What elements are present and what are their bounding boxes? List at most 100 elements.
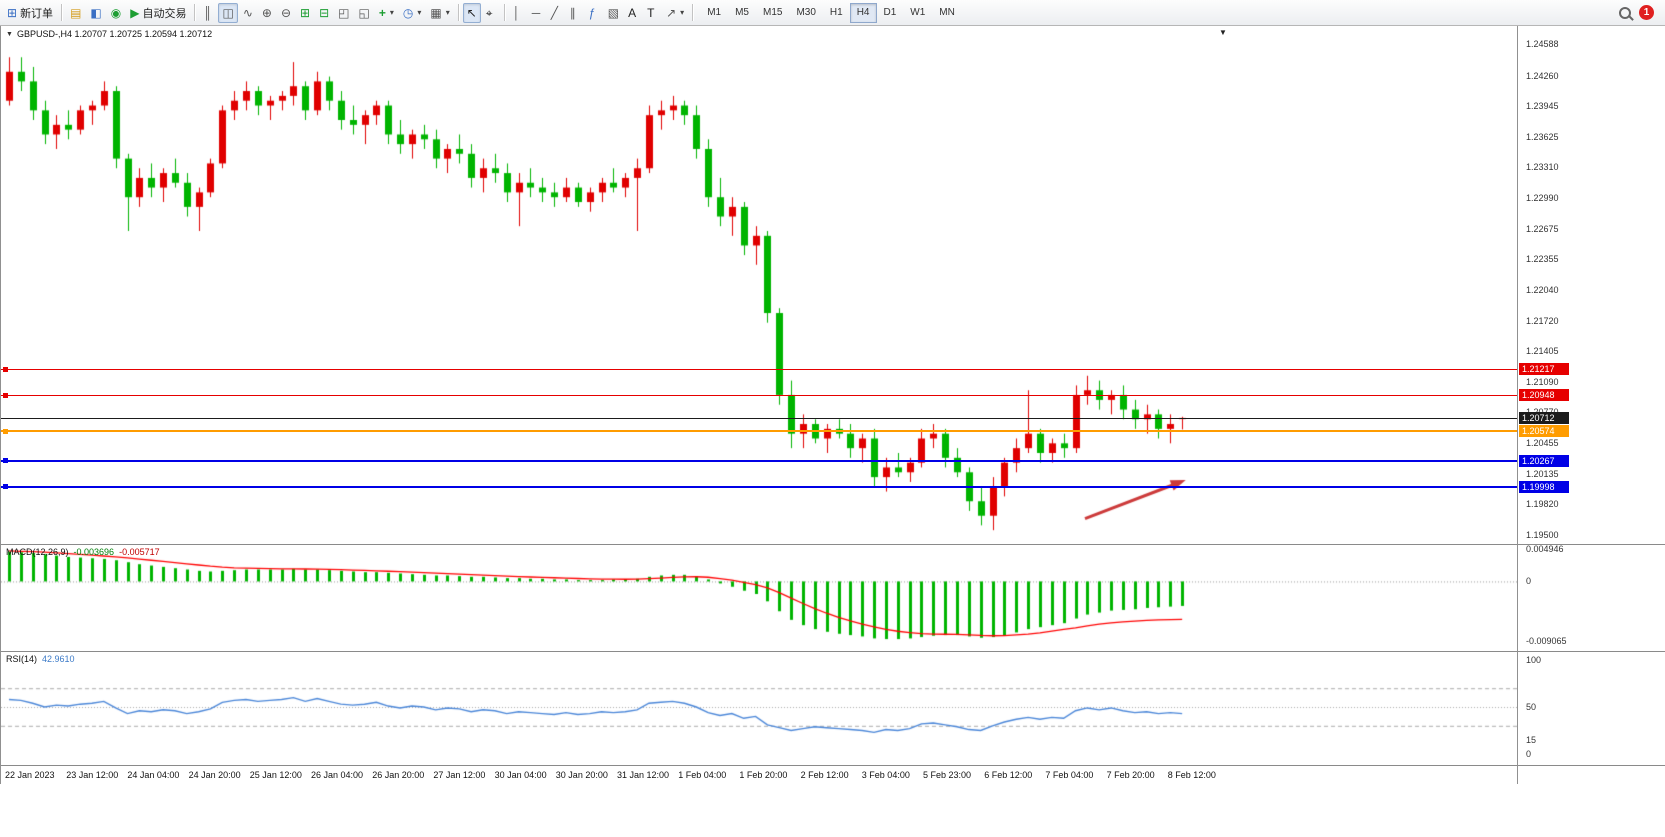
price-tag-1.20948: 1.20948 (1519, 389, 1569, 402)
rsi-axis-label: 0 (1526, 749, 1532, 759)
auto-trading-button[interactable]: ▶ 自动交易 (126, 3, 190, 23)
time-axis-label: 30 Jan 04:00 (494, 770, 547, 780)
line-handle[interactable] (3, 458, 8, 464)
search-icon[interactable] (1619, 6, 1631, 19)
timeframe-mn[interactable]: MN (932, 3, 962, 23)
timeframe-h4[interactable]: H4 (849, 2, 877, 23)
template-button[interactable]: ▦ ▾ (426, 3, 453, 23)
timeframe-m5[interactable]: M5 (728, 3, 756, 23)
rsi-panel[interactable]: RSI(14) 42.9610 (1, 652, 1517, 766)
price-axis-label: 1.20135 (1526, 468, 1559, 479)
rsi-axis-label: 100 (1526, 655, 1542, 665)
new-order-button[interactable]: ⊞ 新订单 (3, 3, 57, 23)
crosshair-tool-button[interactable]: ⌖ (482, 3, 500, 23)
line-chart-button[interactable]: ∿ (239, 3, 257, 23)
line-handle[interactable] (3, 392, 8, 398)
tile-windows-button[interactable]: ⊞ (296, 3, 314, 23)
chart-shift-marker[interactable]: ▼ (1219, 28, 1227, 37)
price-tag-1.19998: 1.19998 (1519, 480, 1569, 493)
price-axis-label: 1.23945 (1526, 101, 1559, 111)
time-axis-label: 25 Jan 12:00 (249, 770, 302, 780)
period-clock-icon: ◷ (402, 5, 414, 20)
zoom-out-button[interactable]: ⊖ (277, 3, 295, 23)
vertical-line-tool-button[interactable]: │ (509, 3, 527, 23)
time-axis-label: 23 Jan 12:00 (66, 770, 119, 780)
price-axis-label: 1.19500 (1526, 530, 1559, 541)
notification-badge[interactable]: 1 (1639, 5, 1654, 20)
period-button[interactable]: ◷ ▾ (399, 3, 426, 23)
price-chart-canvas[interactable] (1, 26, 1517, 544)
trendline-icon: ╱ (550, 5, 558, 20)
text-tool-button[interactable]: A (624, 3, 642, 23)
macd-canvas[interactable] (1, 545, 1517, 651)
zoom-in-button[interactable]: ⊕ (258, 3, 276, 23)
macd-panel[interactable]: MACD(12,26,9) -0.003696 -0.005717 (1, 545, 1517, 652)
horizontal-line-1.20574[interactable] (1, 430, 1517, 433)
toolbar-separator (503, 4, 505, 21)
data-window-button[interactable]: ◧ (86, 3, 105, 23)
shapes-icon: ▧ (607, 5, 620, 20)
label-tool-button[interactable]: T (643, 3, 661, 23)
fibonacci-tool-button[interactable]: ƒ (585, 3, 603, 23)
navigator-button[interactable]: ◉ (107, 3, 125, 23)
horizontal-line-1.20712[interactable] (1, 417, 1517, 419)
rsi-axis[interactable]: 100 50 15 0 (1518, 652, 1665, 766)
navigator-icon: ◉ (110, 5, 122, 20)
candlestick-chart-button[interactable]: ◫ (218, 2, 238, 23)
zoom-out-icon: ⊖ (280, 5, 291, 20)
timeframe-m15[interactable]: M15 (756, 3, 789, 23)
chart-workspace: ▼ GBPUSD-,H4 1.20707 1.20725 1.20594 1.2… (0, 26, 1665, 784)
axis-corner (1518, 766, 1665, 784)
line-handle[interactable] (3, 428, 8, 434)
timeframe-w1[interactable]: W1 (903, 3, 932, 23)
macd-axis[interactable]: 0.004946 0 -0.009065 (1518, 545, 1665, 652)
macd-label: MACD(12,26,9) (6, 547, 69, 557)
timeframe-m30[interactable]: M30 (789, 3, 822, 23)
price-chart-panel[interactable]: ▼ GBPUSD-,H4 1.20707 1.20725 1.20594 1.2… (1, 26, 1517, 545)
rsi-axis-label: 50 (1526, 702, 1537, 712)
timeframe-h1[interactable]: H1 (823, 3, 850, 23)
channel-icon: ∥ (569, 5, 576, 20)
market-watch-button[interactable]: ▤ (66, 3, 85, 23)
fibonacci-icon: ƒ (588, 5, 596, 20)
arrange-horizontal-icon: ◰ (338, 5, 350, 20)
bar-chart-button[interactable]: ║ (199, 3, 217, 23)
crosshair-icon: ⌖ (485, 5, 493, 20)
horizontal-line-1.19998[interactable] (1, 485, 1517, 488)
time-axis-label: 3 Feb 04:00 (861, 770, 910, 780)
one-click-trading-toggle[interactable]: ▼ (6, 30, 13, 38)
price-tag-1.21217: 1.21217 (1519, 363, 1569, 376)
arrows-tool-button[interactable]: ↗ ▾ (662, 3, 688, 23)
timeframe-m1[interactable]: M1 (700, 3, 728, 23)
chevron-down-icon: ▾ (680, 8, 685, 17)
time-axis-label: 26 Jan 04:00 (311, 770, 364, 780)
time-axis[interactable]: 22 Jan 2023 23 Jan 12:00 24 Jan 04:00 24 Ja… (1, 766, 1517, 784)
line-handle[interactable] (3, 484, 8, 490)
time-axis-label: 30 Jan 20:00 (555, 770, 608, 780)
horizontal-line-1.20948[interactable] (1, 394, 1517, 396)
toolbar-separator (457, 4, 459, 21)
horizontal-line-1.20267[interactable] (1, 459, 1517, 462)
rsi-canvas[interactable] (1, 652, 1517, 765)
channel-tool-button[interactable]: ∥ (566, 3, 584, 23)
bar-chart-icon: ║ (203, 5, 212, 20)
main-price-axis[interactable]: 1.24588 1.24260 1.23945 1.23625 1.23310 1.229… (1518, 26, 1665, 545)
macd-axis-label: 0.004946 (1526, 545, 1564, 554)
data-window-icon: ◧ (90, 5, 102, 20)
shapes-tool-button[interactable]: ▧ (604, 3, 623, 23)
cursor-icon: ↖ (466, 5, 477, 20)
timeframe-toolbar: M1 M5 M15 M30 H1 H4 D1 W1 MN (700, 2, 962, 23)
cursor-tool-button[interactable]: ↖ (462, 2, 481, 23)
horizontal-line-1.21217[interactable] (1, 368, 1517, 370)
horizontal-line-tool-button[interactable]: ─ (528, 3, 546, 23)
arrange-vertical-button[interactable]: ◱ (354, 3, 373, 23)
timeframe-d1[interactable]: D1 (877, 3, 904, 23)
cascade-windows-button[interactable]: ⊟ (315, 3, 333, 23)
add-indicator-button[interactable]: + ▾ (375, 3, 398, 23)
macd-signal-value: -0.005717 (119, 547, 160, 557)
price-axis-label: 1.22040 (1526, 284, 1559, 295)
line-handle[interactable] (3, 366, 8, 372)
trendline-tool-button[interactable]: ╱ (547, 3, 565, 23)
arrange-horizontal-button[interactable]: ◰ (334, 3, 353, 23)
